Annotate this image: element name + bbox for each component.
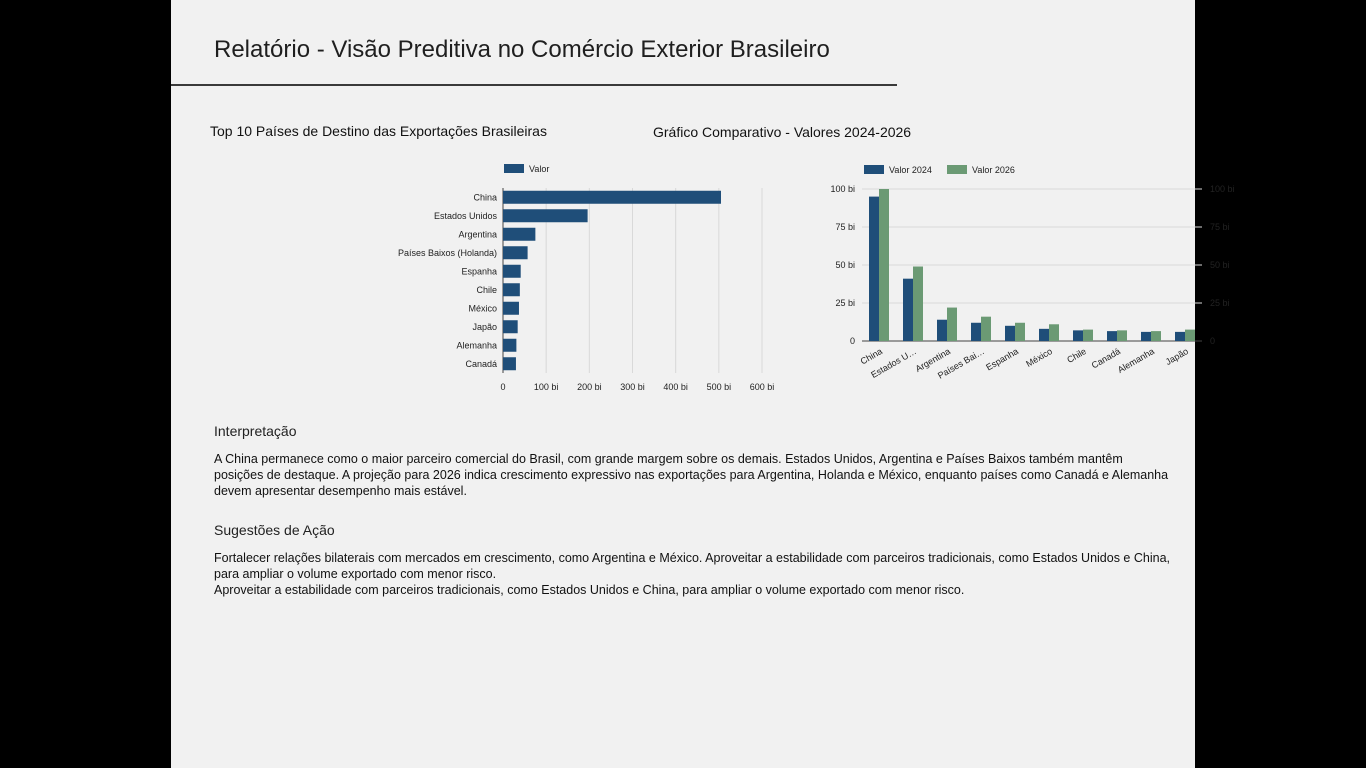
bar-2026-6 [1083,329,1093,341]
category-label: Canadá [465,359,497,369]
report-title: Relatório - Visão Preditiva no Comércio … [214,36,830,63]
category-label: Argentina [458,229,497,239]
bar-8 [503,338,517,352]
bar-2024-0 [869,196,879,341]
bar-2024-4 [1005,325,1015,341]
y-tick-label-right: 50 bi [1210,260,1230,270]
category-label: Japão [472,322,497,332]
bar-9 [503,357,516,371]
bar-2024-8 [1141,331,1151,341]
category-label: Chile [1065,346,1088,365]
title-divider [171,84,897,86]
bar-2026-7 [1117,330,1127,341]
top10-bar-chart: Valor 0 100 bi 200 bi 300 bi 400 bi 500 bi 600 … [398,164,774,392]
y-tick-label-right: 100 bi [1210,184,1235,194]
report-slide: Relatório - Visão Preditiva no Comércio … [171,0,1235,768]
x-tick-label: 100 bi [534,382,559,392]
x-tick-label: 500 bi [707,382,732,392]
y-tick-label-left: 50 bi [835,260,855,270]
y-tick-label-right: 75 bi [1210,222,1230,232]
x-tick-label: 400 bi [663,382,688,392]
comparison-column-chart: Valor 2024 Valor 2026 0 0 25 bi 25 bi 50 bi 50 … [830,165,1235,381]
category-label: Chile [476,285,497,295]
bar-2026-0 [879,189,889,341]
bar-2024-1 [903,278,913,341]
category-label: China [859,346,884,366]
x-tick-label: 300 bi [620,382,645,392]
category-label: Alemanha [1116,346,1156,375]
category-label: Países Baixos (Holanda) [398,248,497,258]
legend-swatch-valor [504,164,524,173]
y-tick-label-left: 100 bi [830,184,855,194]
y-tick-label-left: 0 [850,336,855,346]
legend-swatch-2026 [947,165,967,174]
bar-2024-9 [1175,331,1185,341]
bar-3 [503,246,528,260]
y-tick-label-right: 25 bi [1210,298,1230,308]
bar-5 [503,283,520,297]
category-label: Alemanha [456,340,497,350]
y-tick-label-right: 0 [1210,336,1215,346]
bar-2026-5 [1049,324,1059,341]
actions-text-repeat: Aproveitar a estabilidade com parceiros … [214,583,965,597]
category-label: Espanha [461,266,497,276]
interpretation-heading: Interpretação [214,423,297,439]
category-label: Espanha [984,346,1020,372]
bar-1 [503,209,588,223]
bar-0 [503,190,721,204]
category-label: México [468,303,497,313]
bar-2024-3 [971,322,981,341]
interpretation-text: A China permanece como o maior parceiro … [214,452,1169,498]
x-tick-label: 0 [500,382,505,392]
bar-7 [503,320,518,334]
x-tick-label: 200 bi [577,382,602,392]
bar-2024-6 [1073,330,1083,341]
legend-label-2026: Valor 2026 [972,165,1015,175]
bar-2024-7 [1107,331,1117,341]
bar-chart-title: Top 10 Países de Destino das Exportações… [210,123,547,139]
bar-2026-8 [1151,331,1161,341]
bar-2026-4 [1015,322,1025,341]
bar-2026-3 [981,316,991,341]
legend-swatch-2024 [864,165,884,174]
bar-2024-2 [937,319,947,341]
y-tick-label-left: 25 bi [835,298,855,308]
actions-text: Fortalecer relações bilaterais com merca… [214,551,1170,581]
category-label: Estados Unidos [434,211,498,221]
legend-label-valor: Valor [529,164,549,174]
bar-4 [503,264,521,278]
category-label: Japão [1164,346,1190,367]
bar-2026-1 [913,266,923,341]
category-label: China [473,192,497,202]
bar-6 [503,301,519,315]
bar-2024-5 [1039,328,1049,341]
bar-2026-9 [1185,329,1195,341]
category-label: México [1024,346,1054,369]
y-tick-label-left: 75 bi [835,222,855,232]
comparison-chart-title: Gráfico Comparativo - Valores 2024-2026 [653,124,912,140]
bar-2 [503,227,536,241]
x-tick-label: 600 bi [750,382,775,392]
legend-label-2024: Valor 2024 [889,165,932,175]
actions-heading: Sugestões de Ação [214,522,335,538]
bar-2026-2 [947,307,957,341]
